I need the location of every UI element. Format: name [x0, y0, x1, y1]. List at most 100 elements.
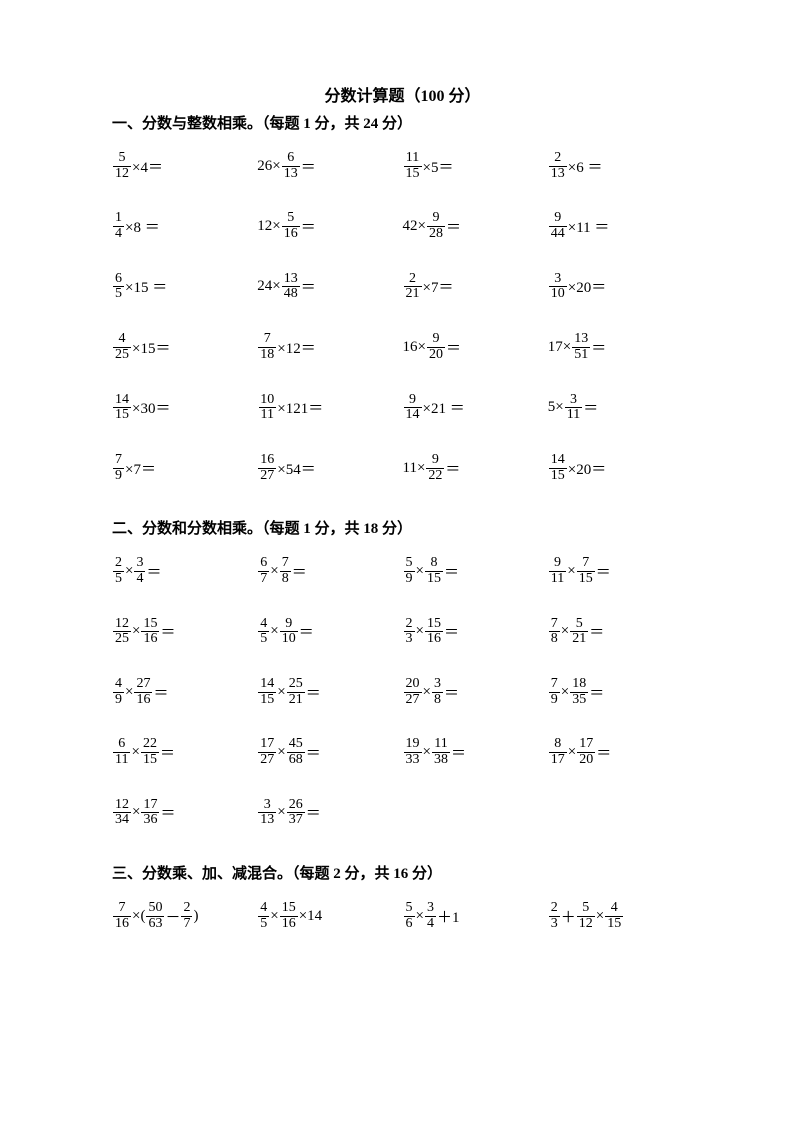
- expression-text: ×: [561, 623, 569, 640]
- problem-row: 1225 ×1516 ＝45 ×910 ＝23 ×1516 ＝78 ×521 ＝: [112, 617, 693, 647]
- fraction: 65: [113, 272, 124, 302]
- problem-cell: 25 ×34 ＝: [112, 556, 257, 586]
- fraction: 1225: [113, 617, 131, 647]
- fraction: 718: [258, 332, 276, 362]
- problem-cell: 718 ×12＝: [257, 332, 402, 362]
- expression-text: ×: [567, 563, 575, 580]
- problem-cell: [403, 798, 548, 828]
- expression-text: ×: [270, 563, 278, 580]
- expression-text: ＝: [444, 621, 459, 642]
- fraction: 38: [432, 677, 443, 707]
- problem-cell: 45 ×1516 ×14: [257, 901, 402, 931]
- expression-text: 26×: [257, 158, 280, 175]
- problem-row: 425 ×15＝718 ×12＝16×920 ＝17×1351 ＝: [112, 332, 693, 362]
- fraction: 45: [258, 617, 269, 647]
- expression-text: ×8 ＝: [125, 216, 160, 237]
- fraction: 34: [134, 556, 145, 586]
- fraction: 922: [426, 453, 444, 483]
- expression-text: ×: [125, 684, 133, 701]
- expression-text: ＝: [589, 621, 604, 642]
- problem-row: 49 ×2716 ＝1415 ×2521 ＝2027 ×38 ＝79 ×1835…: [112, 677, 693, 707]
- expression-text: ×20＝: [568, 276, 606, 297]
- section-header: 一、分数与整数相乘。（每题 1 分，共 24 分）: [112, 112, 693, 133]
- expression-text: ＝: [301, 216, 316, 237]
- problem-cell: 24×1348 ＝: [257, 272, 402, 302]
- expression-text: ×: [561, 684, 569, 701]
- fraction: 34: [425, 901, 436, 931]
- fraction: 2521: [287, 677, 305, 707]
- expression-text: ＝: [153, 682, 168, 703]
- expression-text: ＝: [596, 742, 611, 763]
- fraction: 1115: [404, 151, 422, 181]
- fraction: 613: [282, 151, 300, 181]
- problem-cell: 11×922 ＝: [403, 453, 548, 483]
- fraction: 67: [258, 556, 269, 586]
- expression-text: ＋: [561, 906, 576, 927]
- expression-text: ×15 ＝: [125, 276, 167, 297]
- fraction: 14: [113, 211, 124, 241]
- problem-cell: 716 ×(5063 －27 ): [112, 901, 257, 931]
- fraction: 1736: [141, 798, 159, 828]
- problem-row: 79 ×7＝1627 ×54＝11×922 ＝1415 ×20＝: [112, 453, 693, 483]
- fraction: 45: [258, 901, 269, 931]
- problem-cell: 65 ×15 ＝: [112, 272, 257, 302]
- fraction: 815: [425, 556, 443, 586]
- problem-cell: 56 ×34 ＋1: [403, 901, 548, 931]
- expression-text: ×7＝: [125, 458, 156, 479]
- expression-text: ×: [277, 684, 285, 701]
- expression-text: ×: [277, 804, 285, 821]
- problem-row: 14 ×8 ＝12×516 ＝42×928 ＝944 ×11 ＝: [112, 211, 693, 241]
- fraction: 23: [404, 617, 415, 647]
- fraction: 1835: [570, 677, 588, 707]
- problem-row: 1234 ×1736 ＝313 ×2637 ＝: [112, 798, 693, 828]
- expression-text: ×7＝: [423, 276, 454, 297]
- section-header: 二、分数和分数相乘。（每题 1 分，共 18 分）: [112, 517, 693, 538]
- fraction: 310: [549, 272, 567, 302]
- problem-cell: 1115 ×5＝: [403, 151, 548, 181]
- expression-text: ＋1: [437, 906, 460, 927]
- expression-text: ×: [423, 744, 431, 761]
- fraction: 79: [549, 677, 560, 707]
- problem-cell: 213 ×6 ＝: [548, 151, 693, 181]
- problem-row: 611 ×2215 ＝1727 ×4568 ＝1933 ×1138 ＝817 ×…: [112, 737, 693, 767]
- fraction: 1516: [425, 617, 443, 647]
- problem-cell: 512 ×4＝: [112, 151, 257, 181]
- fraction: 2027: [404, 677, 422, 707]
- problem-cell: 67 ×78 ＝: [257, 556, 402, 586]
- fraction: 1933: [404, 737, 422, 767]
- problem-cell: 310 ×20＝: [548, 272, 693, 302]
- fraction: 78: [280, 556, 291, 586]
- problem-cell: 1415 ×30＝: [112, 393, 257, 423]
- expression-text: ×20＝: [568, 458, 606, 479]
- problem-cell: 78 ×521 ＝: [548, 617, 693, 647]
- fraction: 1415: [258, 677, 276, 707]
- fraction: 1415: [549, 453, 567, 483]
- problem-cell: 14 ×8 ＝: [112, 211, 257, 241]
- fraction: 78: [549, 617, 560, 647]
- fraction: 716: [113, 901, 131, 931]
- fraction: 715: [577, 556, 595, 586]
- expression-text: 11×: [403, 460, 426, 477]
- problem-cell: 817 ×1720 ＝: [548, 737, 693, 767]
- page-title: 分数计算题（100 分）: [112, 82, 693, 106]
- expression-text: ＝: [299, 621, 314, 642]
- fraction: 5063: [146, 901, 164, 931]
- problem-row: 25 ×34 ＝67 ×78 ＝59 ×815 ＝911 ×715 ＝: [112, 556, 693, 586]
- expression-text: ×: [416, 563, 424, 580]
- problem-cell: 2027 ×38 ＝: [403, 677, 548, 707]
- expression-text: ×15＝: [132, 337, 170, 358]
- problem-cell: 17×1351 ＝: [548, 332, 693, 362]
- fraction: 311: [565, 393, 582, 423]
- section: 一、分数与整数相乘。（每题 1 分，共 24 分） 512 ×4＝26×613 ＝…: [112, 112, 693, 483]
- expression-text: ×: [416, 623, 424, 640]
- fraction: 516: [282, 211, 300, 241]
- problem-cell: 221 ×7＝: [403, 272, 548, 302]
- fraction: 1516: [280, 901, 298, 931]
- expression-text: ×: [277, 744, 285, 761]
- expression-text: ): [193, 908, 198, 925]
- problem-cell: 1415 ×2521 ＝: [257, 677, 402, 707]
- fraction: 415: [605, 901, 623, 931]
- expression-text: ＝: [306, 742, 321, 763]
- expression-text: ＝: [445, 458, 460, 479]
- fraction: 817: [549, 737, 567, 767]
